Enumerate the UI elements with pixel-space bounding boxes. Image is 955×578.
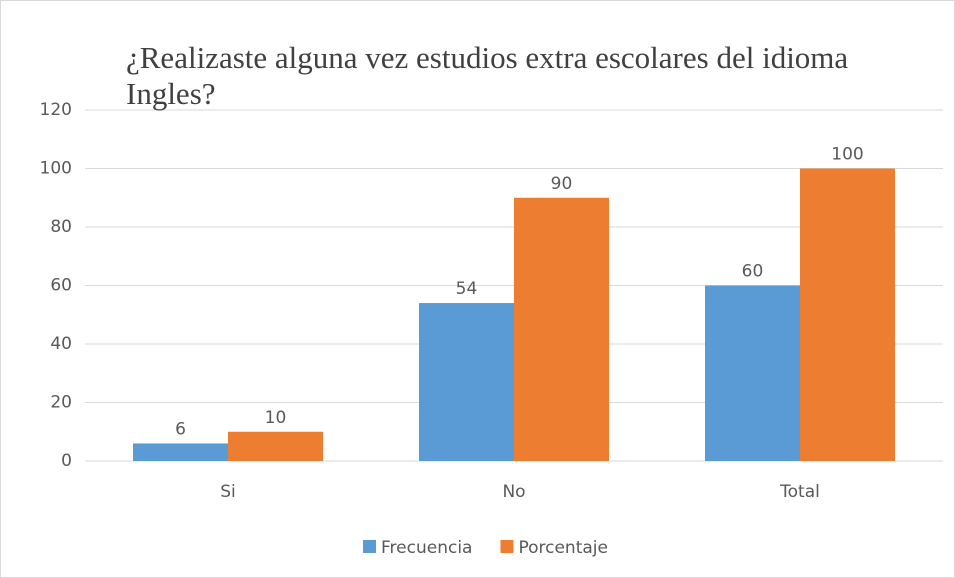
data-label: 6	[175, 419, 186, 439]
bar	[228, 431, 323, 461]
x-tick-label: Total	[779, 482, 820, 502]
y-tick-label: 20	[50, 393, 72, 413]
data-label: 54	[456, 279, 478, 299]
data-label: 10	[265, 408, 287, 428]
legend-label: Frecuencia	[381, 538, 472, 558]
bar	[133, 443, 228, 461]
x-tick-label: No	[502, 482, 525, 502]
bar	[419, 303, 514, 461]
y-tick-label: 120	[40, 100, 72, 120]
x-tick-label: Si	[220, 482, 236, 502]
bar	[705, 285, 800, 461]
legend-label: Porcentaje	[518, 538, 608, 558]
y-tick-label: 40	[50, 334, 72, 354]
data-label: 100	[831, 145, 863, 165]
bar	[800, 168, 895, 461]
bar	[514, 197, 609, 461]
legend-swatch	[363, 540, 376, 553]
legend-swatch	[500, 540, 514, 553]
data-label: 90	[551, 174, 573, 194]
y-tick-label: 80	[50, 217, 72, 237]
y-tick-label: 60	[50, 276, 72, 296]
chart-title: ¿Realizaste alguna vez estudios extra es…	[126, 40, 849, 111]
data-label: 60	[742, 262, 764, 282]
y-tick-label: 0	[61, 451, 72, 471]
y-tick-label: 100	[40, 159, 72, 179]
